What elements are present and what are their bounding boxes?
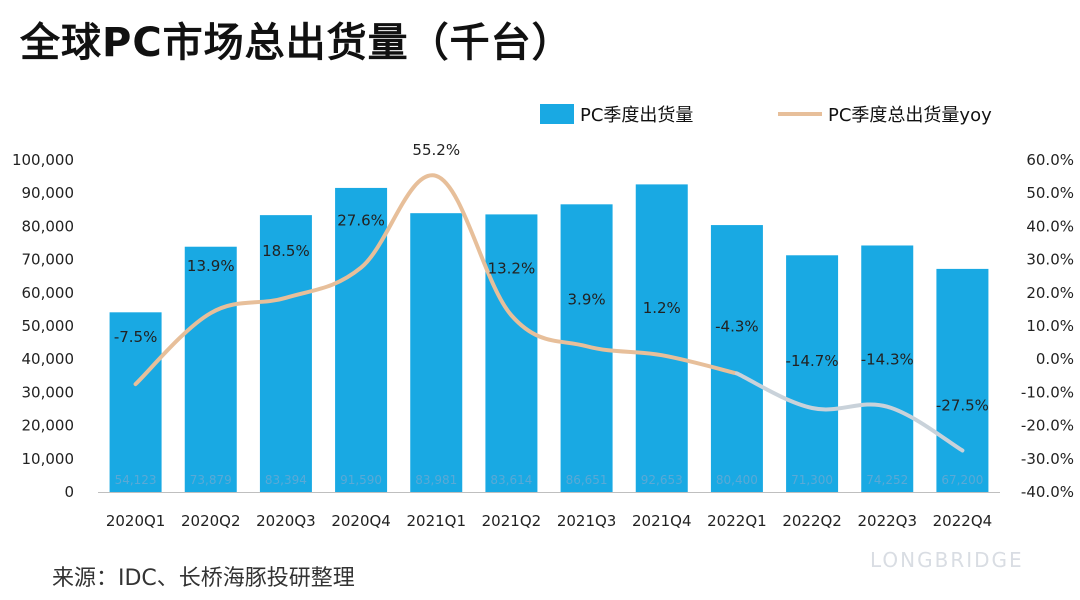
left-axis-tick-label: 20,000 bbox=[22, 417, 75, 435]
bar-value-label: 73,879 bbox=[190, 473, 232, 487]
bar bbox=[936, 268, 989, 492]
bar bbox=[710, 225, 763, 492]
yoy-value-label: 1.2% bbox=[643, 299, 681, 317]
left-axis-tick-label: 30,000 bbox=[22, 383, 75, 401]
bar bbox=[485, 214, 538, 492]
bar bbox=[335, 187, 388, 492]
yoy-value-label: 3.9% bbox=[568, 290, 606, 308]
left-axis-tick-label: 0 bbox=[64, 483, 74, 501]
category-label: 2021Q1 bbox=[406, 512, 466, 530]
yoy-value-label: 55.2% bbox=[412, 141, 460, 159]
left-axis-tick-label: 10,000 bbox=[22, 450, 75, 468]
yoy-value-label: -14.3% bbox=[861, 351, 914, 369]
category-label: 2021Q2 bbox=[482, 512, 542, 530]
chart-title: 全球PC市场总出货量（千台） bbox=[20, 20, 573, 66]
left-axis-tick-label: 50,000 bbox=[22, 317, 75, 335]
category-label: 2022Q2 bbox=[782, 512, 842, 530]
category-label: 2022Q4 bbox=[933, 512, 993, 530]
right-axis-tick-label: -20.0% bbox=[1021, 417, 1074, 435]
category-label: 2020Q1 bbox=[106, 512, 166, 530]
bar-value-label: 92,653 bbox=[641, 473, 683, 487]
category-label: 2021Q4 bbox=[632, 512, 692, 530]
right-axis-tick-label: 50.0% bbox=[1026, 184, 1074, 202]
right-axis-tick-label: 60.0% bbox=[1026, 151, 1074, 169]
yoy-value-label: -27.5% bbox=[936, 397, 989, 415]
left-axis-tick-label: 80,000 bbox=[22, 217, 75, 235]
bar-value-label: 91,590 bbox=[340, 473, 382, 487]
bar-value-label: 80,400 bbox=[716, 473, 758, 487]
right-axis-tick-label: 20.0% bbox=[1026, 284, 1074, 302]
bar bbox=[259, 215, 312, 492]
right-axis-tick-label: 40.0% bbox=[1026, 217, 1074, 235]
right-axis-tick-label: -40.0% bbox=[1021, 483, 1074, 501]
line-series bbox=[133, 173, 965, 453]
legend-bar-label: PC季度出货量 bbox=[580, 105, 693, 126]
category-label: 2022Q3 bbox=[857, 512, 917, 530]
yoy-value-label: 13.2% bbox=[488, 259, 536, 277]
bar-value-label: 74,252 bbox=[866, 473, 908, 487]
left-axis-tick-label: 90,000 bbox=[22, 184, 75, 202]
yoy-value-label: -14.7% bbox=[786, 352, 839, 370]
category-axis: 2020Q1 2020Q2 2020Q3 2020Q4 2021Q1 2021Q2 2021… bbox=[98, 492, 1000, 530]
bar-value-label: 86,651 bbox=[566, 473, 608, 487]
bar bbox=[109, 312, 162, 492]
bar bbox=[410, 213, 463, 492]
left-axis-tick-label: 100,000 bbox=[12, 151, 74, 169]
category-label: 2020Q4 bbox=[331, 512, 391, 530]
bar-value-labels: 54,123 73,879 83,394 91,590 83,981 83,614 86,6… bbox=[115, 473, 984, 487]
yoy-value-label: 27.6% bbox=[337, 212, 385, 230]
legend: PC季度出货量 PC季度总出货量yoy bbox=[540, 104, 992, 126]
left-axis: 0 10,000 20,000 30,000 40,000 50,000 60,000 70,… bbox=[12, 151, 74, 501]
left-axis-tick-label: 60,000 bbox=[22, 284, 75, 302]
source-note: 来源：IDC、长桥海豚投研整理 bbox=[52, 566, 355, 591]
category-label: 2021Q3 bbox=[557, 512, 617, 530]
right-axis-tick-label: -10.0% bbox=[1021, 383, 1074, 401]
bar-value-label: 71,300 bbox=[791, 473, 833, 487]
right-axis: -40.0% -30.0% -20.0% -10.0% 0.0% 10.0% 20.0% 30… bbox=[1021, 151, 1074, 501]
category-label: 2020Q3 bbox=[256, 512, 316, 530]
right-axis-tick-label: -30.0% bbox=[1021, 450, 1074, 468]
right-axis-tick-label: 0.0% bbox=[1036, 350, 1074, 368]
bar-value-label: 67,200 bbox=[941, 473, 983, 487]
yoy-value-label: 18.5% bbox=[262, 242, 310, 260]
watermark-logo: LONGBRIDGE bbox=[870, 548, 1024, 572]
left-axis-tick-label: 40,000 bbox=[22, 350, 75, 368]
bar bbox=[861, 245, 914, 492]
bar bbox=[786, 255, 839, 492]
bar bbox=[635, 184, 688, 493]
yoy-value-label: 13.9% bbox=[187, 257, 235, 275]
legend-bar-swatch bbox=[540, 104, 574, 124]
line-value-labels: -7.5% 13.9% 18.5% 27.6% 55.2% 13.2% 3.9% 1.2% -4… bbox=[114, 141, 989, 415]
bar bbox=[184, 246, 237, 492]
right-axis-tick-label: 10.0% bbox=[1026, 317, 1074, 335]
left-axis-tick-label: 70,000 bbox=[22, 251, 75, 269]
yoy-line-tail bbox=[734, 371, 965, 453]
bar-value-label: 83,614 bbox=[490, 473, 532, 487]
bar-value-label: 54,123 bbox=[115, 473, 157, 487]
legend-line-label: PC季度总出货量yoy bbox=[828, 105, 992, 126]
category-label: 2022Q1 bbox=[707, 512, 767, 530]
yoy-line bbox=[133, 173, 739, 387]
right-axis-tick-label: 30.0% bbox=[1026, 251, 1074, 269]
category-label: 2020Q2 bbox=[181, 512, 241, 530]
bar-value-label: 83,394 bbox=[265, 473, 307, 487]
yoy-value-label: -7.5% bbox=[114, 328, 158, 346]
yoy-value-label: -4.3% bbox=[715, 317, 759, 335]
bar-value-label: 83,981 bbox=[415, 473, 457, 487]
